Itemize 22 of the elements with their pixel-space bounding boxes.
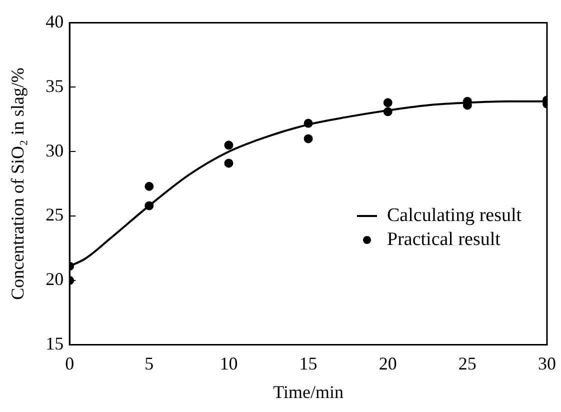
point (224, 158, 234, 168)
x-tick-label: 10 (220, 353, 238, 374)
x-tick-label: 25 (458, 353, 476, 374)
x-tick-label: 15 (299, 353, 318, 374)
y-tick-label: 35 (46, 76, 64, 96)
y-tick-label: 20 (46, 269, 64, 290)
x-tick-label: 20 (378, 353, 397, 374)
y-axis-title: Concentration of SiO₂ in slag/% (8, 68, 28, 300)
point (144, 182, 154, 191)
y-tick-label: 15 (46, 334, 64, 354)
point (224, 140, 234, 150)
x-axis-title: Time/min (273, 382, 344, 402)
point (383, 98, 392, 108)
y-tick-label: 30 (46, 140, 64, 160)
x-tick-label: 5 (144, 353, 154, 374)
legend-label: Calculating result (387, 204, 522, 226)
legend-label: Practical result (387, 228, 502, 250)
point (304, 134, 313, 144)
x-tick-label: 30 (538, 353, 556, 374)
x-tick-label: 0 (65, 353, 74, 374)
y-tick-label: 25 (46, 204, 64, 225)
y-tick-label: 40 (46, 12, 64, 32)
